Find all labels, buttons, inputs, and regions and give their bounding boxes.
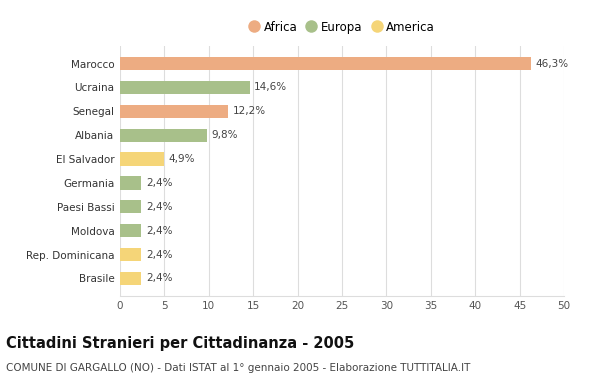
Text: 2,4%: 2,4%: [146, 178, 172, 188]
Bar: [120, 248, 142, 261]
Text: 4,9%: 4,9%: [168, 154, 194, 164]
Text: 2,4%: 2,4%: [146, 274, 172, 283]
Text: 2,4%: 2,4%: [146, 250, 172, 260]
Text: COMUNE DI GARGALLO (NO) - Dati ISTAT al 1° gennaio 2005 - Elaborazione TUTTITALI: COMUNE DI GARGALLO (NO) - Dati ISTAT al …: [6, 363, 470, 373]
Bar: [120, 81, 250, 94]
Legend: Africa, Europa, America: Africa, Europa, America: [245, 16, 439, 39]
Text: 46,3%: 46,3%: [536, 59, 569, 68]
Text: 2,4%: 2,4%: [146, 202, 172, 212]
Text: 12,2%: 12,2%: [233, 106, 266, 116]
Text: Cittadini Stranieri per Cittadinanza - 2005: Cittadini Stranieri per Cittadinanza - 2…: [6, 336, 354, 351]
Bar: [120, 152, 164, 166]
Bar: [120, 224, 142, 237]
Bar: [120, 272, 142, 285]
Bar: [120, 200, 142, 214]
Text: 2,4%: 2,4%: [146, 226, 172, 236]
Bar: [120, 128, 207, 142]
Bar: [120, 176, 142, 190]
Text: 9,8%: 9,8%: [211, 130, 238, 140]
Bar: [120, 105, 229, 118]
Bar: [120, 57, 531, 70]
Text: 14,6%: 14,6%: [254, 82, 287, 92]
